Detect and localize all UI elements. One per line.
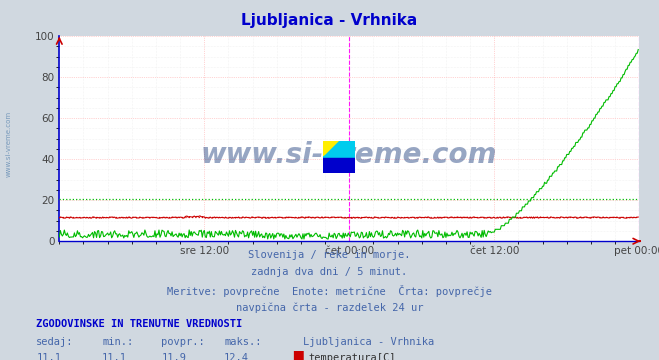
Text: 11,1: 11,1 (102, 353, 127, 360)
Text: 11,1: 11,1 (36, 353, 61, 360)
Text: zadnja dva dni / 5 minut.: zadnja dva dni / 5 minut. (251, 267, 408, 278)
Text: Meritve: povprečne  Enote: metrične  Črta: povprečje: Meritve: povprečne Enote: metrične Črta:… (167, 285, 492, 297)
Text: sedaj:: sedaj: (36, 337, 74, 347)
Bar (323, 157, 355, 174)
Text: temperatura[C]: temperatura[C] (308, 353, 396, 360)
Text: navpična črta - razdelek 24 ur: navpična črta - razdelek 24 ur (236, 302, 423, 312)
Text: 12,4: 12,4 (224, 353, 249, 360)
Text: Slovenija / reke in morje.: Slovenija / reke in morje. (248, 250, 411, 260)
Text: Ljubljanica - Vrhnika: Ljubljanica - Vrhnika (303, 337, 434, 347)
Text: 11,9: 11,9 (161, 353, 186, 360)
Text: povpr.:: povpr.: (161, 337, 205, 347)
Text: maks.:: maks.: (224, 337, 262, 347)
Text: Ljubljanica - Vrhnika: Ljubljanica - Vrhnika (241, 13, 418, 28)
Text: ZGODOVINSKE IN TRENUTNE VREDNOSTI: ZGODOVINSKE IN TRENUTNE VREDNOSTI (36, 319, 243, 329)
Polygon shape (323, 141, 355, 174)
Text: www.si-vreme.com: www.si-vreme.com (5, 111, 12, 177)
Polygon shape (323, 141, 355, 157)
Text: █: █ (293, 351, 303, 360)
Text: www.si-vreme.com: www.si-vreme.com (201, 141, 498, 169)
Polygon shape (323, 141, 339, 157)
Text: min.:: min.: (102, 337, 133, 347)
